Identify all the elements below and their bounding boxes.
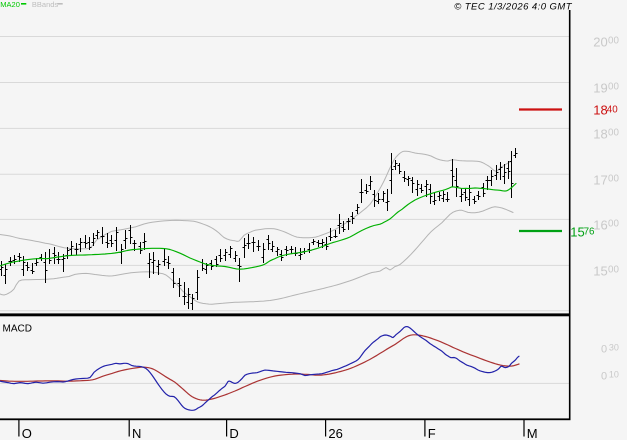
- svg-text:00: 00: [608, 128, 619, 139]
- svg-text:40: 40: [607, 104, 618, 115]
- svg-text:MA20: MA20: [0, 0, 20, 9]
- svg-text:00: 00: [608, 174, 619, 185]
- svg-text:0: 0: [601, 343, 607, 355]
- svg-text:© TEC 1/3/2026 4:0 GMT: © TEC 1/3/2026 4:0 GMT: [454, 2, 572, 13]
- svg-text:10: 10: [609, 369, 619, 379]
- svg-text:0: 0: [601, 370, 607, 382]
- svg-text:30: 30: [609, 342, 619, 352]
- svg-text:MACD: MACD: [3, 324, 32, 335]
- svg-text:18: 18: [593, 103, 607, 118]
- svg-text:N: N: [132, 426, 141, 440]
- svg-text:00: 00: [608, 219, 619, 230]
- svg-text:16: 16: [593, 217, 607, 232]
- svg-text:20: 20: [593, 35, 607, 50]
- svg-text:17: 17: [593, 172, 607, 187]
- svg-text:00: 00: [608, 82, 619, 93]
- svg-text:26: 26: [328, 426, 342, 440]
- svg-text:18: 18: [593, 126, 607, 141]
- svg-text:F: F: [428, 426, 436, 440]
- svg-text:76: 76: [584, 227, 595, 238]
- svg-text:M: M: [527, 426, 538, 440]
- svg-text:00: 00: [608, 36, 619, 47]
- svg-text:D: D: [229, 426, 238, 440]
- svg-text:15: 15: [570, 225, 584, 240]
- svg-text:00: 00: [608, 265, 619, 276]
- svg-text:19: 19: [593, 81, 607, 96]
- svg-text:O: O: [22, 426, 32, 440]
- svg-text:15: 15: [593, 263, 607, 278]
- svg-text:BBands: BBands: [32, 0, 59, 9]
